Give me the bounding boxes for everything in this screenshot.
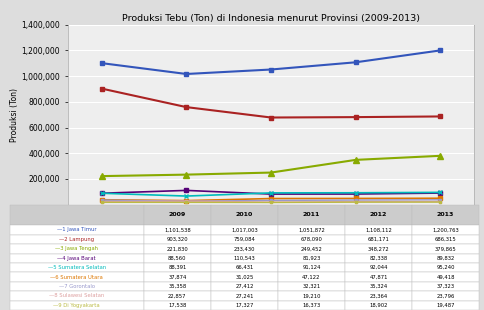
Y-axis label: Produksi (Ton): Produksi (Ton): [10, 88, 18, 142]
Title: Produksi Tebu (Ton) di Indonesia menurut Provinsi (2009-2013): Produksi Tebu (Ton) di Indonesia menurut…: [122, 14, 420, 23]
